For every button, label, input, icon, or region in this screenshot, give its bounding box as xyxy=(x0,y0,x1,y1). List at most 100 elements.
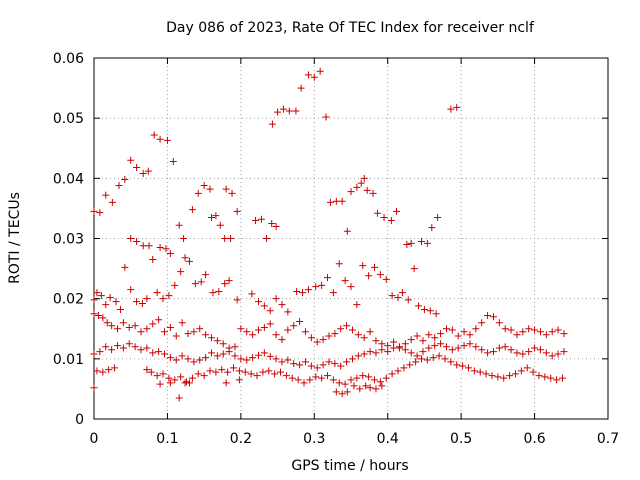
data-point-plus-marker xyxy=(506,372,514,380)
data-point-plus-marker xyxy=(403,241,411,249)
data-point-plus-marker xyxy=(329,289,337,297)
data-point-plus-marker xyxy=(183,378,191,386)
data-point-plus-marker xyxy=(434,213,442,221)
data-point-plus-marker xyxy=(507,346,515,354)
data-point-plus-marker xyxy=(529,368,537,376)
data-point-plus-marker xyxy=(247,370,255,378)
chart-title: Day 086 of 2023, Rate Of TEC Index for r… xyxy=(166,20,535,36)
data-point-plus-marker xyxy=(459,362,467,370)
data-point-plus-marker xyxy=(494,373,502,381)
data-point-plus-marker xyxy=(347,283,355,291)
data-point-plus-marker xyxy=(536,346,544,354)
data-point-plus-marker xyxy=(354,331,362,339)
data-point-plus-marker xyxy=(143,344,151,352)
data-point-plus-marker xyxy=(442,325,450,333)
data-point-plus-marker xyxy=(407,239,415,247)
data-point-plus-marker xyxy=(388,370,396,378)
data-point-plus-marker xyxy=(362,382,370,390)
data-point-plus-marker xyxy=(470,367,478,375)
data-point-plus-marker xyxy=(169,157,177,165)
data-point-plus-marker xyxy=(177,373,185,381)
data-point-plus-marker xyxy=(553,376,561,384)
data-point-plus-marker xyxy=(102,343,110,351)
data-point-plus-marker xyxy=(260,302,268,310)
data-point-plus-marker xyxy=(360,350,368,358)
data-point-plus-marker xyxy=(278,336,286,344)
data-point-plus-marker xyxy=(103,319,111,327)
data-point-plus-marker xyxy=(513,349,521,357)
data-point-plus-marker xyxy=(259,368,267,376)
data-point-plus-marker xyxy=(326,198,334,206)
data-point-plus-marker xyxy=(119,319,127,327)
data-point-plus-marker xyxy=(160,328,168,336)
x-tick-label: 0.7 xyxy=(597,431,619,447)
data-point-plus-marker xyxy=(426,307,434,315)
x-tick-label: 0.6 xyxy=(523,431,545,447)
data-point-plus-marker xyxy=(542,331,550,339)
data-point-plus-marker xyxy=(453,361,461,369)
x-tick-label: 0.5 xyxy=(450,431,472,447)
data-point-plus-marker xyxy=(149,349,157,357)
data-point-plus-marker xyxy=(143,325,151,333)
data-point-plus-marker xyxy=(425,331,433,339)
data-point-plus-marker xyxy=(188,374,196,382)
data-point-plus-marker xyxy=(395,343,403,351)
data-point-plus-marker xyxy=(350,382,358,390)
data-point-plus-marker xyxy=(271,370,279,378)
data-point-plus-marker xyxy=(202,331,210,339)
data-point-plus-marker xyxy=(460,342,468,350)
data-point-plus-marker xyxy=(278,301,286,309)
data-point-plus-marker xyxy=(312,373,320,381)
data-point-plus-marker xyxy=(343,227,351,235)
data-point-plus-marker xyxy=(127,156,135,164)
data-point-plus-marker xyxy=(294,376,302,384)
data-point-plus-marker xyxy=(194,370,202,378)
data-point-plus-marker xyxy=(519,328,527,336)
data-point-plus-marker xyxy=(241,368,249,376)
data-point-plus-marker xyxy=(343,322,351,330)
data-point-plus-marker xyxy=(266,307,274,315)
data-point-plus-marker xyxy=(338,390,346,398)
data-point-plus-marker xyxy=(466,331,474,339)
data-point-plus-marker xyxy=(96,209,104,217)
data-point-plus-marker xyxy=(93,289,101,297)
data-point-plus-marker xyxy=(265,367,273,375)
data-point-plus-marker xyxy=(369,189,377,197)
data-point-plus-marker xyxy=(207,213,215,221)
data-point-plus-marker xyxy=(519,350,527,358)
data-point-plus-marker xyxy=(196,356,204,364)
data-point-plus-marker xyxy=(235,376,243,384)
data-point-plus-marker xyxy=(222,379,230,387)
data-point-plus-marker xyxy=(202,271,210,279)
data-point-plus-marker xyxy=(313,338,321,346)
data-point-plus-marker xyxy=(272,295,280,303)
data-point-plus-marker xyxy=(282,372,290,380)
data-point-plus-marker xyxy=(139,170,147,178)
data-point-plus-marker xyxy=(228,189,236,197)
data-point-plus-marker xyxy=(407,336,415,344)
data-point-plus-marker xyxy=(165,374,173,382)
data-point-plus-marker xyxy=(312,283,320,291)
data-point-plus-marker xyxy=(233,296,241,304)
data-point-plus-marker xyxy=(221,235,229,242)
data-point-plus-marker xyxy=(360,334,368,342)
data-point-plus-marker xyxy=(415,302,423,310)
y-tick-label: 0.06 xyxy=(53,51,84,67)
data-point-plus-marker xyxy=(390,338,398,346)
data-point-plus-marker xyxy=(254,298,262,306)
data-point-plus-marker xyxy=(307,362,315,370)
data-point-plus-marker xyxy=(419,337,427,345)
data-point-plus-marker xyxy=(428,224,436,232)
data-point-plus-marker xyxy=(431,334,439,342)
data-point-plus-marker xyxy=(511,370,519,378)
y-tick-label: 0.03 xyxy=(53,232,84,248)
data-point-plus-marker xyxy=(460,328,468,336)
data-point-plus-marker xyxy=(331,330,339,338)
data-point-plus-marker xyxy=(231,343,239,351)
data-point-plus-marker xyxy=(554,326,562,334)
data-point-plus-marker xyxy=(353,301,361,309)
data-point-plus-marker xyxy=(90,350,98,358)
x-tick-label: 0.2 xyxy=(230,431,252,447)
data-point-plus-marker xyxy=(165,292,173,300)
data-point-plus-marker xyxy=(156,380,164,388)
